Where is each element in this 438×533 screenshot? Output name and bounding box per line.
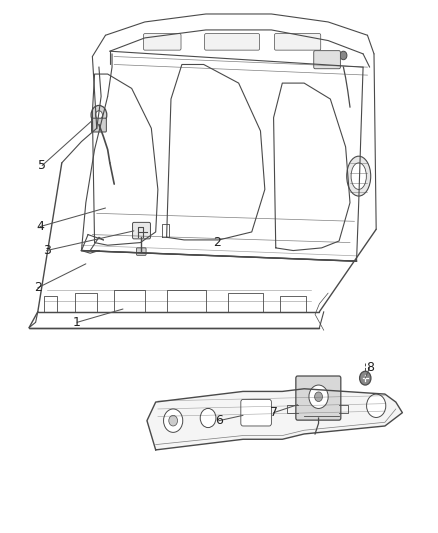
- FancyBboxPatch shape: [314, 51, 340, 69]
- FancyBboxPatch shape: [275, 34, 321, 50]
- FancyBboxPatch shape: [296, 376, 341, 420]
- Text: 1: 1: [73, 316, 81, 329]
- Ellipse shape: [347, 156, 371, 196]
- FancyBboxPatch shape: [144, 34, 181, 50]
- Text: 2: 2: [213, 236, 221, 249]
- Text: 3: 3: [42, 244, 50, 257]
- Circle shape: [360, 371, 371, 385]
- Text: 2: 2: [34, 281, 42, 294]
- Polygon shape: [147, 389, 403, 450]
- Text: 7: 7: [269, 406, 278, 419]
- Circle shape: [91, 106, 107, 125]
- FancyBboxPatch shape: [133, 222, 150, 239]
- Circle shape: [314, 392, 322, 401]
- Text: 8: 8: [366, 361, 374, 374]
- Ellipse shape: [351, 163, 366, 189]
- Text: 4: 4: [36, 220, 44, 233]
- FancyBboxPatch shape: [241, 399, 272, 426]
- Circle shape: [169, 415, 177, 426]
- Circle shape: [163, 409, 183, 432]
- Text: 5: 5: [38, 159, 46, 172]
- Circle shape: [367, 394, 386, 417]
- Circle shape: [95, 111, 102, 119]
- Circle shape: [309, 385, 328, 408]
- FancyBboxPatch shape: [92, 118, 106, 132]
- FancyBboxPatch shape: [137, 248, 146, 255]
- FancyBboxPatch shape: [205, 34, 260, 50]
- Circle shape: [200, 408, 216, 427]
- Text: 6: 6: [215, 414, 223, 427]
- Circle shape: [340, 51, 347, 60]
